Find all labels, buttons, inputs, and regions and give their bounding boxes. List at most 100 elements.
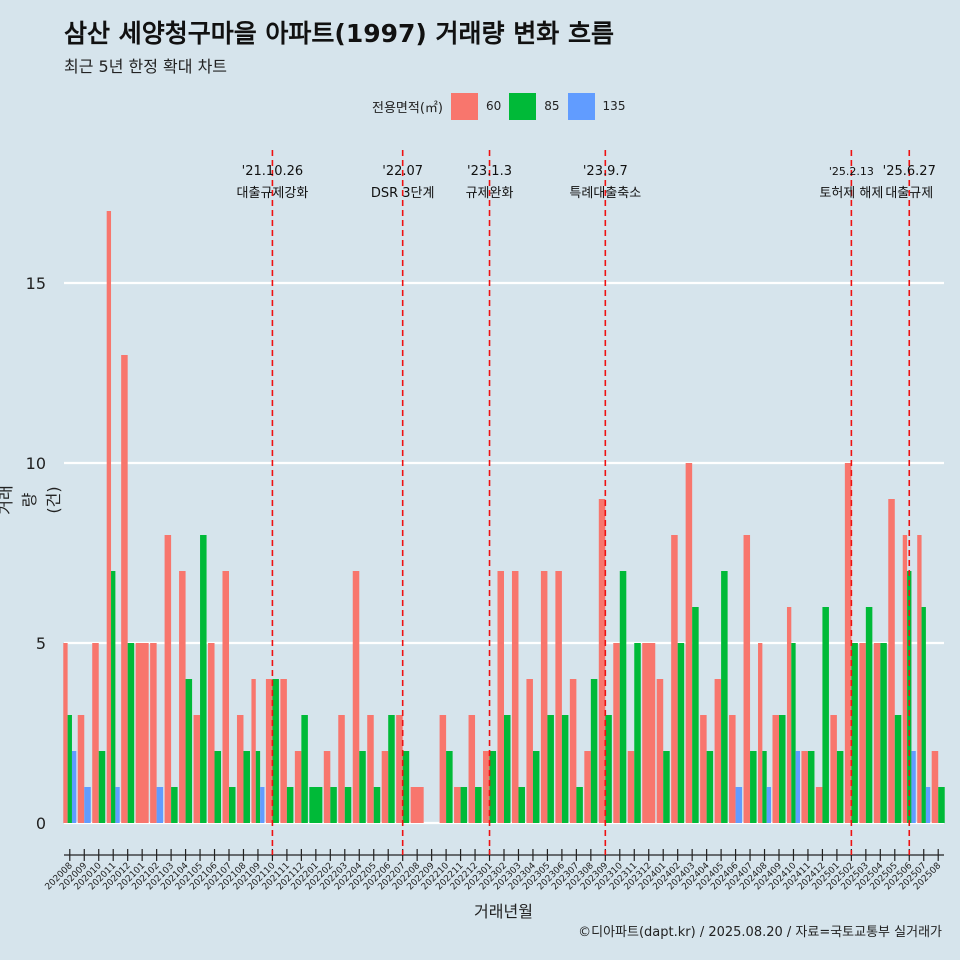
bar-202106-60 [208, 643, 215, 823]
bar-202011-135 [115, 787, 120, 823]
bar-202402-85 [677, 643, 685, 823]
bar-202103-60 [164, 535, 172, 823]
bar-202306-85 [561, 715, 569, 823]
legend-label-85: 85 [544, 99, 560, 113]
bar-202301-60 [483, 751, 490, 823]
bar-202410-85 [791, 643, 796, 823]
bar-202507-60 [917, 535, 922, 823]
legend-swatch-135 [567, 92, 595, 120]
bar-202506-85 [907, 571, 912, 823]
y-tick-label: 10 [26, 454, 46, 473]
bar-202301-85 [489, 751, 497, 823]
bar-202010-60 [92, 643, 99, 823]
bar-202210-60 [439, 715, 447, 823]
bar-202402-60 [671, 535, 678, 823]
bar-202501-85 [836, 751, 844, 823]
bar-202406-135 [735, 787, 743, 823]
bar-202212-85 [475, 787, 482, 823]
bar-202109-85 [255, 751, 261, 823]
bar-202502-60 [844, 463, 852, 823]
legend: 전용면적(㎡) 60 85 135 [372, 92, 633, 120]
event-date-6: '25.6.27 [883, 164, 936, 179]
bar-202401-60 [656, 679, 664, 823]
bar-202405-60 [714, 679, 722, 823]
bar-202505-85 [894, 715, 902, 823]
bar-202303-85 [518, 787, 525, 823]
bar-202203-60 [338, 715, 345, 823]
bar-202211-85 [460, 787, 468, 823]
event-date-1: '21.10.26 [242, 164, 303, 179]
bar-202405-85 [721, 571, 728, 823]
bar-202412-60 [815, 787, 823, 823]
bar-202210-85 [446, 751, 453, 823]
bar-202310-60 [613, 643, 620, 823]
event-date-3: '23.1.3 [467, 164, 512, 179]
bar-202507-85 [921, 607, 926, 823]
event-label-3: 규제완화 [466, 186, 514, 201]
bar-202208-60 [410, 787, 424, 823]
bar-202102-135 [156, 787, 164, 823]
bar-202404-85 [706, 751, 714, 823]
bar-202508-60 [931, 751, 939, 823]
bar-202506-135 [911, 751, 916, 823]
bar-202307-85 [576, 787, 583, 823]
bar-202112-60 [294, 751, 302, 823]
bar-202205-60 [367, 715, 374, 823]
y-tick-label: 15 [26, 274, 46, 293]
bar-202306-60 [555, 571, 562, 823]
bar-202308-60 [584, 751, 591, 823]
bar-202411-85 [807, 751, 815, 823]
bar-202009-135 [84, 787, 91, 823]
bar-202312-60 [642, 643, 656, 823]
source-caption: ©디아파트(dapt.kr) / 2025.08.20 / 자료=국토교통부 실… [578, 925, 942, 940]
bar-202501-60 [830, 715, 837, 823]
legend-item-135: 135 [567, 92, 625, 120]
bar-202201-85 [309, 787, 323, 823]
bar-202408-135 [766, 787, 772, 823]
bar-202011-85 [111, 571, 116, 823]
legend-title: 전용면적(㎡) [372, 100, 443, 116]
event-date-5: '25.2.13 [829, 165, 874, 178]
bar-202202-60 [323, 751, 331, 823]
bar-202011-60 [106, 211, 112, 823]
bar-202101-60 [135, 643, 149, 823]
bar-202204-85 [359, 751, 366, 823]
bar-202309-85 [605, 715, 612, 823]
bar-202506-60 [902, 535, 908, 823]
event-label-5: 토허제 해제 [819, 186, 883, 201]
legend-swatch-60 [450, 92, 478, 120]
bar-202308-85 [590, 679, 598, 823]
bar-202207-60 [396, 715, 403, 823]
bar-202310-85 [619, 571, 627, 823]
event-label-6: 대출규제 [885, 186, 933, 201]
bar-202105-85 [200, 535, 207, 823]
bar-202411-60 [801, 751, 808, 823]
bar-202105-60 [193, 715, 201, 823]
legend-swatch-85 [509, 92, 537, 120]
bar-202108-85 [243, 751, 250, 823]
bar-202305-85 [547, 715, 554, 823]
legend-item-60: 60 [450, 92, 501, 120]
bar-202309-60 [598, 499, 606, 823]
bar-202012-85 [127, 643, 135, 823]
bar-202505-60 [888, 499, 895, 823]
bar-202508-85 [938, 787, 945, 823]
event-label-4: 특례대출축소 [569, 186, 641, 201]
bar-202008-135 [71, 751, 77, 823]
bar-202107-60 [222, 571, 229, 823]
bar-202406-60 [729, 715, 736, 823]
bar-202205-85 [373, 787, 381, 823]
event-label-1: 대출규제강화 [237, 186, 309, 201]
bar-202107-85 [229, 787, 236, 823]
bar-202407-85 [750, 751, 757, 823]
bar-202305-60 [540, 571, 548, 823]
bar-202103-85 [171, 787, 178, 823]
bar-202403-85 [692, 607, 699, 823]
bar-202303-60 [511, 571, 519, 823]
bar-202104-60 [179, 571, 186, 823]
bar-202407-60 [743, 535, 751, 823]
bar-202507-135 [925, 787, 931, 823]
bar-202008-60 [63, 643, 68, 823]
bar-202008-85 [67, 715, 72, 823]
bar-202109-60 [251, 679, 256, 823]
